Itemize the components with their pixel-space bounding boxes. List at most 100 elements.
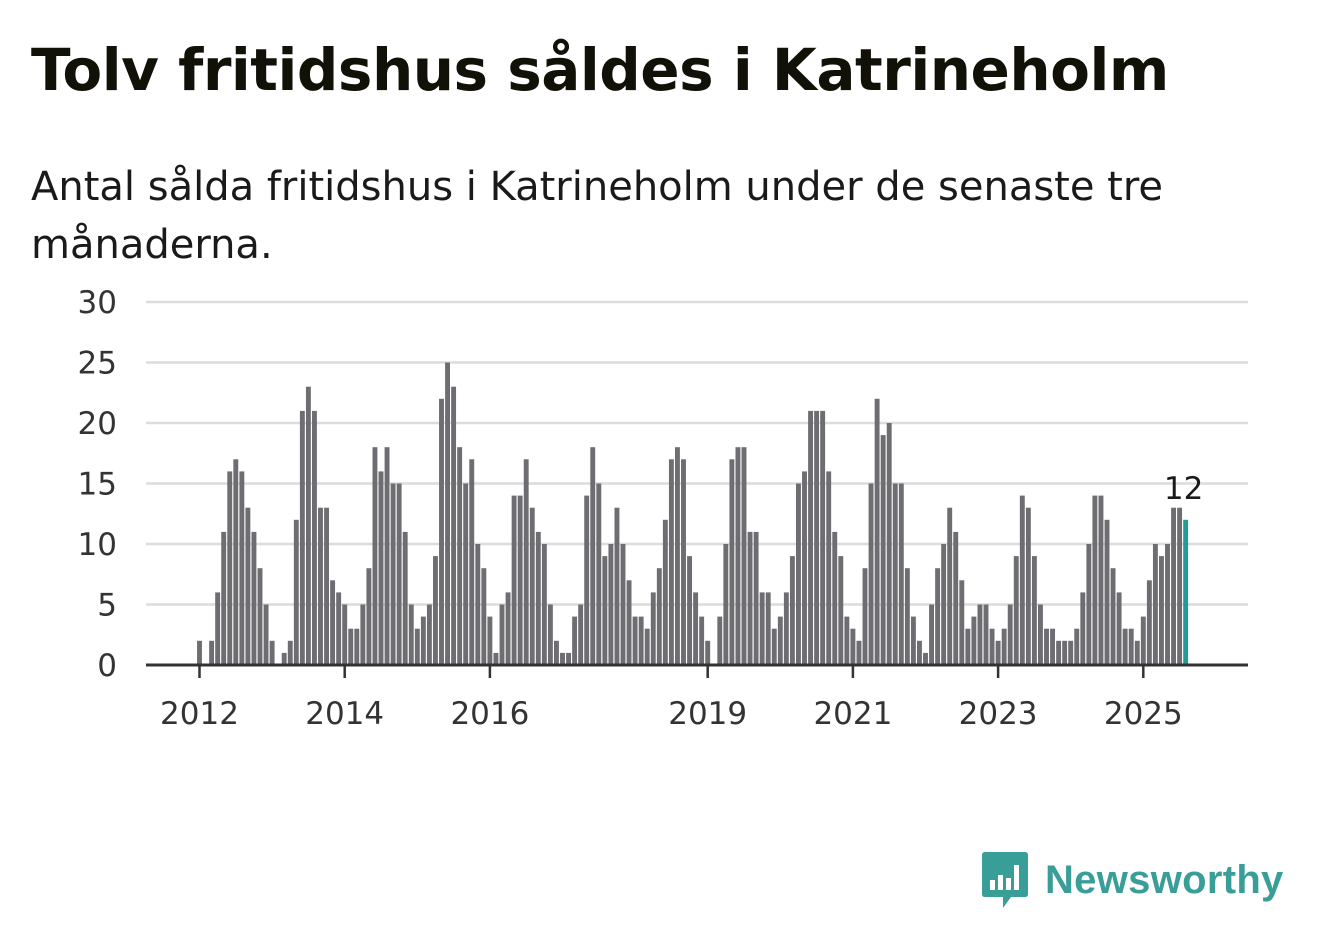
x-tick-label: 2025 (1104, 696, 1183, 732)
bar (1177, 507, 1183, 665)
y-tick-label: 15 (78, 467, 117, 503)
bar (886, 423, 892, 665)
bar (898, 483, 904, 665)
bar (523, 459, 529, 665)
bar (475, 544, 481, 665)
bar (1122, 628, 1128, 665)
y-axis-ticks: 0 5 10 15 20 25 30 (78, 285, 117, 684)
bar (844, 616, 850, 665)
bar (941, 544, 947, 665)
bar (445, 362, 450, 665)
bar (324, 507, 329, 665)
bar (874, 398, 880, 665)
bar (777, 616, 783, 665)
bar (1110, 568, 1116, 665)
bar (396, 483, 402, 665)
bar (741, 447, 747, 665)
bar (245, 507, 251, 665)
bar (638, 616, 644, 665)
bar (802, 471, 807, 665)
bar (1062, 640, 1068, 665)
bar (681, 459, 686, 665)
bar (699, 616, 705, 665)
bars (197, 362, 1189, 665)
bar (753, 531, 759, 665)
bar (390, 483, 396, 665)
bar (578, 604, 584, 665)
bar (360, 604, 366, 665)
bar (917, 640, 922, 665)
bar (336, 592, 342, 665)
bar (251, 531, 257, 665)
y-tick-label: 5 (97, 588, 117, 624)
bar (239, 471, 245, 665)
bar (838, 556, 844, 665)
bar (493, 652, 499, 665)
bar (481, 568, 487, 665)
bar (511, 495, 517, 665)
bar (687, 556, 692, 665)
bar (318, 507, 323, 665)
bar (487, 616, 493, 665)
bar (662, 519, 668, 665)
bar (759, 592, 765, 665)
bar (783, 592, 789, 665)
bar (947, 507, 953, 665)
bar (348, 628, 354, 665)
x-axis-ticks: 2012 2014 2016 2019 2021 2023 2025 (160, 665, 1183, 732)
x-tick-label: 2023 (959, 696, 1038, 732)
bar (650, 592, 656, 665)
bar (1068, 640, 1074, 665)
bar (408, 604, 414, 665)
bar (554, 640, 559, 665)
bar (977, 604, 983, 665)
y-tick-label: 20 (78, 406, 117, 442)
y-tick-label: 0 (97, 648, 117, 684)
bar (305, 386, 311, 665)
bar (1038, 604, 1043, 665)
bar (904, 568, 910, 665)
bar (529, 507, 535, 665)
bar (675, 447, 680, 665)
bar (469, 459, 475, 665)
bar (1092, 495, 1098, 665)
bar (826, 471, 832, 665)
bar (499, 604, 505, 665)
x-tick-label: 2014 (305, 696, 384, 732)
bar (789, 556, 795, 665)
bar (1152, 544, 1158, 665)
bar (209, 640, 215, 665)
bar (729, 459, 735, 665)
bar (1171, 507, 1176, 665)
bar (1080, 592, 1086, 665)
bar (880, 435, 886, 665)
bar (1128, 628, 1134, 665)
y-tick-label: 30 (78, 285, 117, 321)
bar (989, 628, 995, 665)
bar (705, 640, 711, 665)
x-tick-label: 2021 (813, 696, 892, 732)
bar (596, 483, 602, 665)
bar (832, 531, 838, 665)
bar (433, 556, 438, 665)
bar (1001, 628, 1007, 665)
y-tick-label: 25 (78, 346, 117, 382)
bar (965, 628, 971, 665)
bar (560, 652, 565, 665)
bar (566, 652, 571, 665)
bar (233, 459, 239, 665)
bar (451, 386, 457, 665)
gridlines (146, 300, 1248, 606)
bar (668, 459, 674, 665)
bar (414, 628, 420, 665)
bar (384, 447, 390, 665)
bar (1098, 495, 1104, 665)
bar (771, 628, 777, 665)
bar (215, 592, 221, 665)
bar (263, 604, 269, 665)
bar (1019, 495, 1025, 665)
bar (330, 580, 336, 665)
bar (257, 568, 263, 665)
bar (1116, 592, 1122, 665)
